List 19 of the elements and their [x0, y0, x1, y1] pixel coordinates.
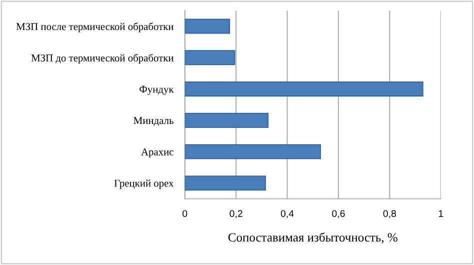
x-tick-label: 0,6 — [332, 210, 345, 218]
y-tick-label: Арахис — [141, 148, 174, 158]
bar — [184, 176, 266, 191]
y-tick-label: Фундук — [140, 86, 174, 95]
bar — [184, 82, 424, 96]
y-tick-label: Миндаль — [134, 117, 174, 126]
y-tick-label: МЗП после термической обработки — [16, 22, 174, 32]
y-tick-label: МЗП до термической обработки — [31, 54, 174, 64]
bar — [184, 112, 268, 128]
x-tick-label: 0,4 — [280, 210, 294, 218]
x-tick-label: 0,8 — [383, 210, 396, 218]
x-tick-label: 0 — [182, 210, 188, 217]
x-axis-title: Сопоставимая избыточность, % — [228, 232, 398, 244]
x-tick-label: 1 — [438, 210, 444, 217]
x-tick-label: 0,2 — [230, 210, 242, 218]
y-tick-label: Грецкий орех — [114, 180, 174, 189]
bar — [184, 50, 236, 66]
bar — [184, 18, 230, 34]
bar — [184, 144, 321, 160]
